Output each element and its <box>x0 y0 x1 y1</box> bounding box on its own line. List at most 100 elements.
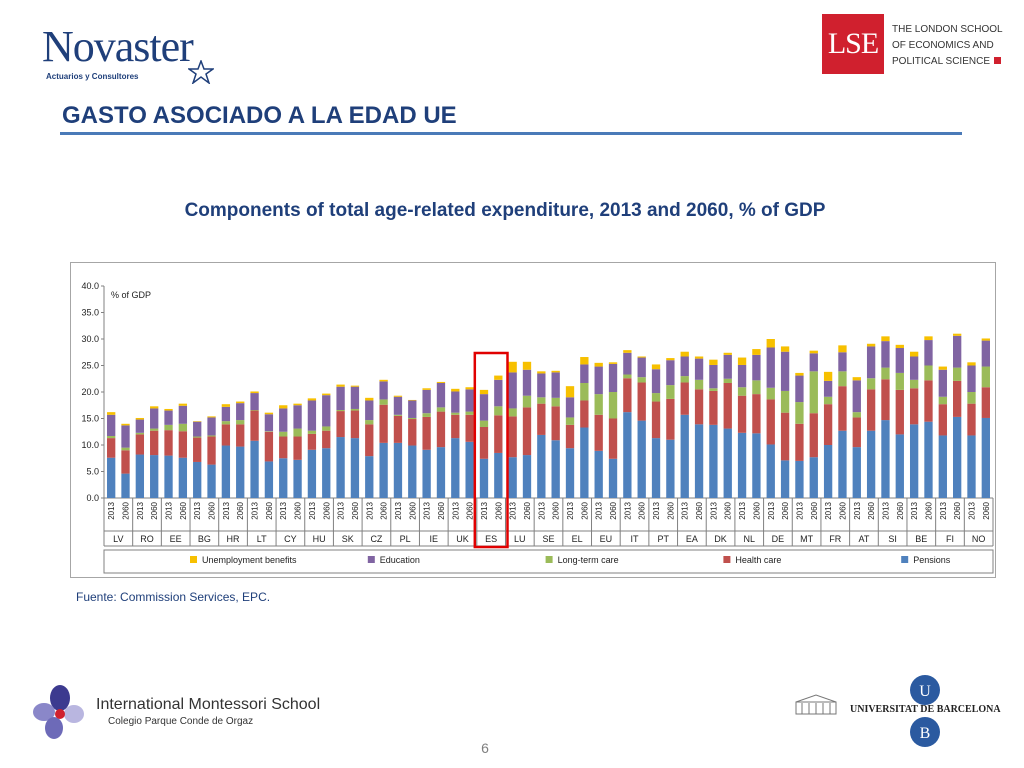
bar-health <box>293 436 302 460</box>
x-tick-label: 2013 <box>767 501 776 519</box>
bar-pensions <box>193 461 202 498</box>
bar-education <box>809 353 818 372</box>
bar-ltc <box>608 392 618 419</box>
x-tick-label: 2013 <box>967 501 976 519</box>
bar-ltc <box>307 430 317 434</box>
bar-health <box>938 404 947 436</box>
bar-health <box>895 389 904 435</box>
bar-education <box>107 414 116 436</box>
bar-education <box>594 366 603 395</box>
bar-pensions <box>694 424 704 498</box>
bar-education <box>580 364 589 383</box>
bar-education <box>608 363 618 392</box>
bar-health <box>365 424 374 457</box>
country-label: HU <box>313 534 326 544</box>
x-tick-label: 2013 <box>480 501 489 519</box>
bar-unemployment <box>322 393 331 396</box>
bar-health <box>580 400 589 428</box>
bar-ltc <box>723 378 732 383</box>
bar-ltc <box>953 367 962 381</box>
bar-unemployment <box>307 398 317 401</box>
bar-health <box>221 424 231 446</box>
bar-unemployment <box>479 389 489 395</box>
bar-unemployment <box>293 403 302 406</box>
bar-ltc <box>651 393 661 402</box>
x-tick-label: 2013 <box>337 501 346 519</box>
stacked-bar-chart: 0.0 5.0 10.0 15.0 20.0 25.0 30.0 35.0 40.0 % of G… <box>81 281 994 574</box>
bar-pensions <box>795 460 804 498</box>
bar-health <box>551 406 560 441</box>
bar-pensions <box>623 412 632 498</box>
country-label: DK <box>714 534 727 544</box>
country-label: PL <box>400 534 411 544</box>
country-label: EU <box>600 534 613 544</box>
bar-unemployment <box>565 386 575 398</box>
bar-pensions <box>737 432 747 498</box>
novaster-logo: Novaster Actuarios y Consultores <box>42 24 222 84</box>
x-tick-label: 2060 <box>810 501 819 519</box>
bar-ltc <box>379 399 388 405</box>
bar-unemployment <box>809 350 818 354</box>
x-tick-label: 2060 <box>953 501 962 519</box>
bar-health <box>479 426 489 459</box>
bar-education <box>508 372 517 409</box>
bar-pensions <box>164 455 173 498</box>
bar-unemployment <box>508 361 517 373</box>
novaster-tagline: Actuarios y Consultores <box>46 72 139 81</box>
bar-health <box>451 414 460 439</box>
bar-ltc <box>551 397 560 407</box>
bar-education <box>823 380 833 397</box>
bar-health <box>121 450 130 474</box>
bar-health <box>250 410 259 441</box>
bar-pensions <box>236 446 245 498</box>
x-tick-label: 2013 <box>193 501 202 519</box>
bar-ltc <box>924 365 933 381</box>
bar-unemployment <box>838 345 847 353</box>
bar-unemployment <box>723 352 732 355</box>
x-tick-label: 2060 <box>666 501 675 519</box>
bar-pensions <box>436 447 446 498</box>
bar-unemployment <box>895 344 904 349</box>
bar-pensions <box>780 460 790 498</box>
source-note: Fuente: Commission Services, EPC. <box>76 590 271 604</box>
bar-education <box>637 357 646 378</box>
bar-health <box>651 401 661 439</box>
x-tick-label: 2013 <box>881 501 890 519</box>
bar-education <box>121 425 130 448</box>
x-tick-label: 2060 <box>867 501 876 519</box>
y-tick-label: 40.0 <box>81 281 99 291</box>
y-tick-label: 5.0 <box>86 467 99 477</box>
bar-health <box>279 436 288 459</box>
x-tick-label: 2060 <box>523 501 532 519</box>
bar-education <box>393 396 403 415</box>
bar-education <box>766 347 775 388</box>
bar-education <box>666 360 675 386</box>
bar-health <box>909 388 919 425</box>
x-tick-label: 2013 <box>365 501 374 519</box>
bar-pensions <box>207 464 216 498</box>
country-label: FR <box>829 534 841 544</box>
bar-ltc <box>881 367 890 380</box>
bar-ltc <box>680 376 689 383</box>
country-label: RO <box>140 534 154 544</box>
legend-label-ltc: Long-term care <box>558 555 619 565</box>
x-tick-label: 2013 <box>709 501 718 519</box>
bar-health <box>752 394 761 434</box>
bar-unemployment <box>780 346 790 352</box>
bar-unemployment <box>365 397 374 401</box>
bar-ltc <box>809 371 818 414</box>
y-tick-label: 10.0 <box>81 440 99 450</box>
bar-ltc <box>193 436 202 438</box>
bar-unemployment <box>422 388 431 390</box>
bar-ltc <box>737 387 747 396</box>
bar-education <box>795 375 804 403</box>
bar-pensions <box>393 442 403 498</box>
ub-emblem-icon: U B <box>910 675 940 747</box>
bar-pensions <box>838 430 847 498</box>
bar-ltc <box>236 420 245 425</box>
bar-ltc <box>637 377 646 383</box>
bar-health <box>709 390 718 425</box>
bar-unemployment <box>436 381 446 383</box>
bar-health <box>608 418 618 459</box>
bar-ltc <box>522 395 532 408</box>
